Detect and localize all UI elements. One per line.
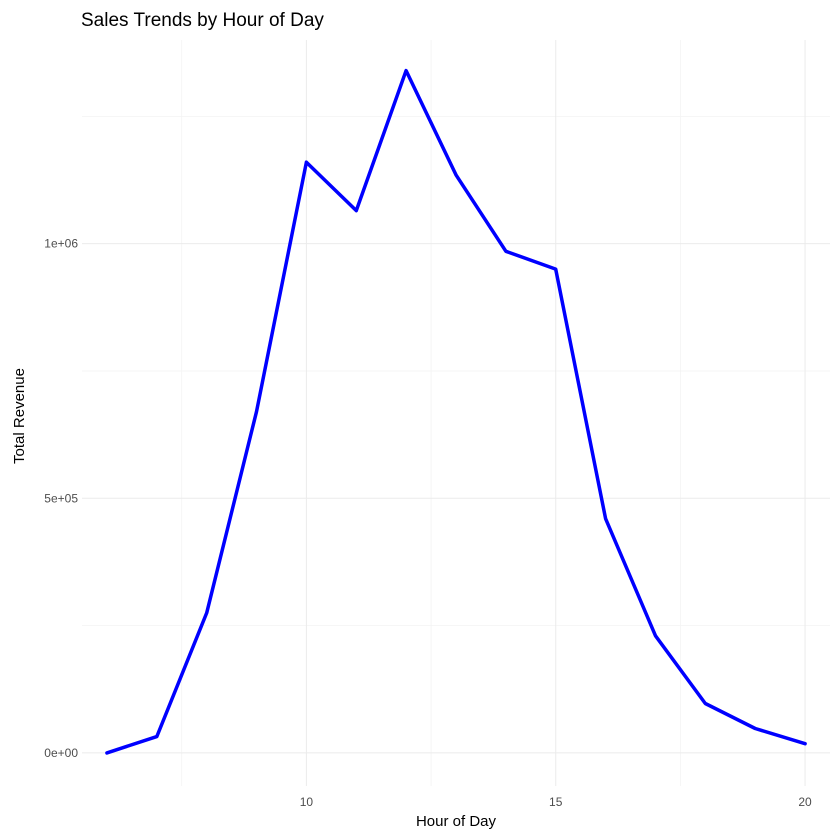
series-layer: [105, 68, 807, 755]
x-tick-label: 20: [798, 795, 812, 809]
y-tick-label: 0e+00: [44, 746, 78, 760]
x-axis-ticks: 10 15 20: [300, 795, 812, 809]
x-tick-label: 15: [549, 795, 563, 809]
y-tick-label: 5e+05: [44, 491, 78, 505]
y-axis-title: Total Revenue: [11, 368, 28, 464]
minor-gridlines: [82, 40, 830, 786]
x-axis-title: Hour of Day: [416, 813, 497, 830]
y-tick-label: 1e+06: [44, 237, 78, 251]
x-tick-label: 10: [300, 795, 314, 809]
revenue-line: [105, 68, 807, 755]
y-axis-ticks: 0e+00 5e+05 1e+06: [44, 237, 78, 760]
chart-title: Sales Trends by Hour of Day: [81, 10, 324, 31]
